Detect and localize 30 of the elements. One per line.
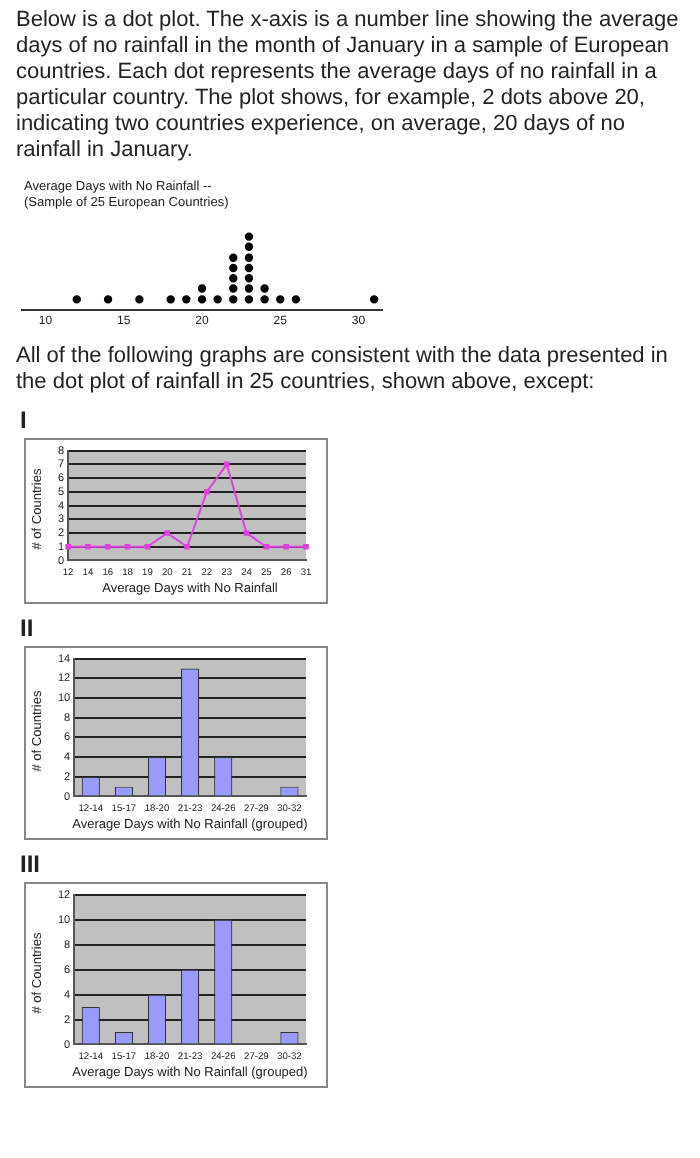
point: [244, 253, 254, 262]
point: [244, 274, 254, 283]
chart-title: III: [20, 850, 43, 878]
chart-title: II: [20, 614, 36, 642]
point: [197, 284, 207, 293]
point: [244, 232, 254, 241]
text: All of the following graphs are consistent with the data presented in the dot plot of rainfall in 25 countries, shown above, except:: [16, 344, 670, 396]
point: [260, 295, 269, 304]
point: [229, 274, 238, 283]
point: [213, 295, 222, 304]
point: [244, 284, 254, 293]
point: [260, 284, 269, 293]
point: [244, 295, 254, 304]
point: [229, 263, 238, 273]
point: [72, 295, 81, 304]
point: [197, 295, 207, 304]
point: [166, 295, 175, 304]
point: [182, 295, 191, 304]
point: [244, 263, 254, 273]
point: [369, 295, 379, 304]
point: [244, 242, 254, 252]
point: [229, 295, 238, 304]
text: Below is a dot plot. The x-axis is a number line showing the average days of no rainfall in the month of January in a sample of European countries. Each dot represents the average days of no rainfall in a particular country. The plot shows, for example, 2 dots above 20, indicating two countries experience, on average, 20 days of no rainfall in January.: [16, 8, 681, 164]
point: [229, 253, 238, 262]
point: [276, 295, 285, 304]
point: [291, 295, 301, 304]
point: [135, 295, 144, 304]
chart-title: I: [20, 406, 29, 434]
point: [229, 284, 238, 293]
point: [103, 295, 113, 304]
